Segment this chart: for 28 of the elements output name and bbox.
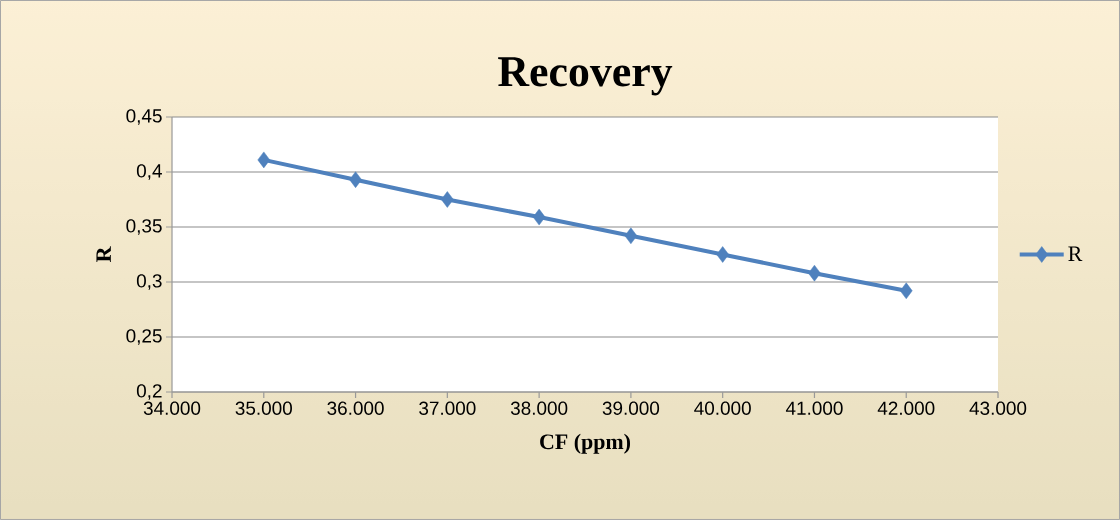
- point: [899, 282, 913, 300]
- y-axis-title: R: [96, 246, 111, 263]
- y-tick-label: 0,4: [136, 164, 162, 180]
- point: [532, 208, 546, 226]
- chart-title: Recovery: [498, 57, 673, 96]
- point: [441, 191, 454, 208]
- x-tick-label: 37.000: [419, 401, 476, 415]
- x-axis-title: CF (ppm): [540, 433, 631, 454]
- x-tick-label: 40.000: [694, 401, 751, 415]
- x-tick-label: 34.000: [143, 401, 201, 415]
- y-tick-label: 0,35: [126, 219, 162, 235]
- x-tick-label: 41.000: [785, 401, 843, 415]
- x-tick-label: 39.000: [602, 401, 660, 415]
- point: [716, 246, 729, 263]
- x-tick-label: 43.000: [969, 401, 1027, 415]
- x-tick-label: 36.000: [327, 401, 384, 415]
- point: [808, 264, 821, 282]
- y-tick-label: 0,3: [136, 274, 162, 290]
- x-tick-label: 38.000: [510, 401, 568, 415]
- y-tick-label: 0,25: [126, 329, 162, 345]
- legend-label: R: [1068, 246, 1083, 261]
- x-tick-label: 42.000: [877, 401, 935, 415]
- y-tick-label: 0,45: [126, 109, 162, 125]
- y-tick-label: 0,2: [136, 384, 162, 400]
- x-tick-label: 35.000: [235, 401, 292, 415]
- point: [624, 227, 638, 245]
- point: [349, 171, 362, 188]
- point: [257, 151, 271, 169]
